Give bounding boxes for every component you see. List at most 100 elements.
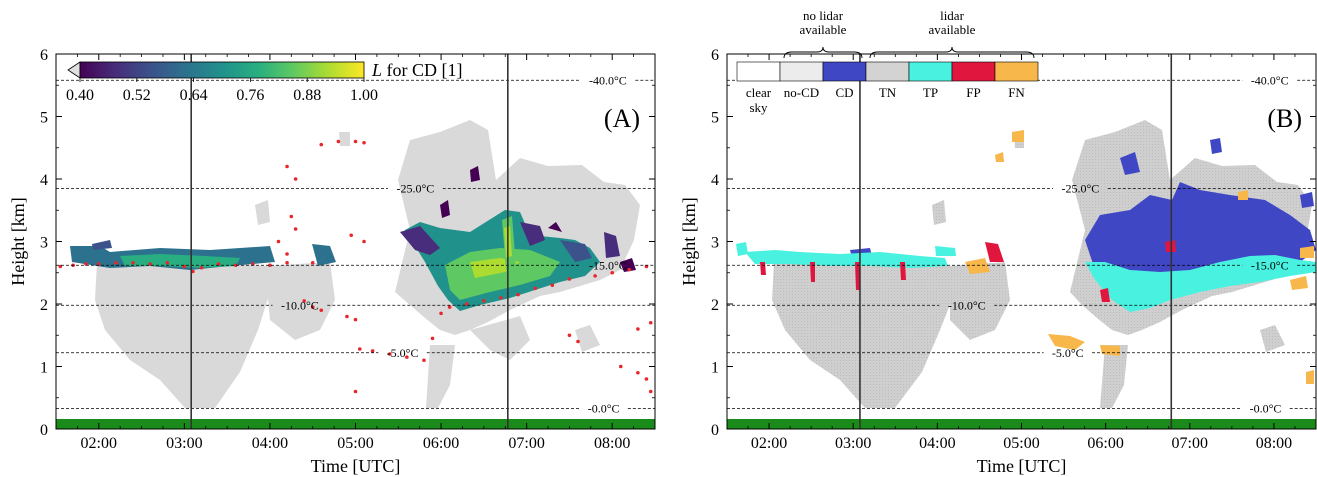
panel-b-label: (B) (1267, 104, 1302, 133)
colorbar-tick-label: 0.64 (180, 87, 208, 104)
colorbar-tick-label: 0.52 (123, 87, 151, 104)
panel-b-vertical-lines (859, 54, 1173, 429)
lidar-cloud-base-point (276, 239, 281, 244)
lidar-cloud-base-point (648, 320, 653, 325)
colorbar-ticks: 0.40 0.52 0.64 0.76 0.88 1.00 (66, 78, 378, 104)
lidar-cloud-base-point (362, 140, 366, 145)
x-tick-label: 03:00 (166, 435, 202, 452)
y-tick-label: 0 (40, 422, 48, 439)
y-tick-label: 4 (711, 172, 719, 189)
lidar-cloud-base-point (114, 260, 118, 265)
lidar-cloud-base-point (293, 227, 298, 231)
x-tick-label: 04:00 (252, 435, 288, 452)
x-tick-label: 05:00 (337, 435, 373, 452)
lidar-cloud-base-point (362, 239, 366, 244)
x-tick-label: 03:00 (835, 435, 871, 452)
x-tick-label: 06:00 (1087, 435, 1123, 452)
x-tick-label: 04:00 (919, 435, 955, 452)
legend-group-brace (869, 46, 1035, 59)
isotherm-label: -40.0°C (589, 73, 627, 87)
x-tick-label: 02:00 (81, 435, 117, 452)
legend-swatch-tn (865, 61, 910, 82)
y-axis-label: Height [km] (679, 197, 699, 285)
lidar-cloud-base-point (516, 292, 520, 297)
legend-swatch-clear-sky (736, 61, 781, 82)
lidar-cloud-base-point (405, 355, 409, 359)
lidar-cloud-base-point (310, 260, 315, 265)
lidar-cloud-base-point (285, 252, 289, 256)
y-tick-label: 5 (40, 110, 48, 127)
y-tick-label: 6 (711, 47, 719, 64)
panel-b-axes: 02:00 03:00 04:00 05:00 06:00 07:00 08:00 0 1 2 3 4… (679, 47, 1317, 476)
lidar-cloud-base-point (345, 314, 349, 319)
legend-label-fp: FP (966, 85, 980, 100)
legend-swatch-tp (908, 61, 953, 82)
isotherm-label: -10.0°C (948, 298, 986, 312)
lidar-cloud-base-point (353, 317, 358, 322)
lidar-cloud-base-point (618, 364, 623, 369)
x-axis-label: Time [UTC] (977, 456, 1067, 476)
lidar-cloud-base-point (199, 265, 204, 270)
panel-b-tp-regions (736, 242, 1316, 312)
lidar-cloud-base-point (310, 305, 315, 309)
lidar-cloud-base-point (422, 358, 426, 363)
lidar-cloud-base-point (430, 336, 435, 341)
x-tick-label: 08:00 (1256, 435, 1292, 452)
legend-label-cd: CD (835, 85, 853, 100)
y-tick-label: 1 (711, 360, 719, 377)
panel-b: -0.0°C -5.0°C -10.0°C -15.0°C -25.0°C -40.0°C… (679, 8, 1317, 476)
panel-a: -0.0°C -5.0°C -10.0°C -15.0°C -25.0°C -40.0°C… (8, 47, 656, 476)
isotherm-label: -0.0°C (588, 401, 620, 415)
lidar-cloud-base-point (439, 311, 443, 316)
isotherm-label: -15.0°C (589, 258, 627, 272)
legend-group-label: lidar (940, 8, 964, 23)
lidar-cloud-base-point (610, 270, 615, 275)
x-tick-label: 07:00 (1172, 435, 1208, 452)
x-tick-label: 07:00 (508, 435, 544, 452)
lidar-cloud-base-point (165, 260, 170, 265)
lidar-cloud-base-point (447, 305, 452, 309)
isotherm-label: -25.0°C (396, 181, 434, 195)
isotherm-label: -15.0°C (1251, 258, 1289, 272)
panel-a-vertical-lines (190, 54, 509, 429)
lidar-cloud-base-point (370, 349, 375, 353)
x-tick-label: 08:00 (594, 435, 630, 452)
lidar-cloud-base-point (648, 389, 653, 394)
legend-swatch-fp (951, 61, 996, 82)
x-tick-label: 05:00 (1003, 435, 1039, 452)
colorbar-tick-label: 0.88 (293, 87, 321, 104)
isotherm-label: -5.0°C (1052, 346, 1084, 360)
lidar-cloud-base-point (387, 352, 392, 356)
lidar-cloud-base-point (550, 283, 555, 288)
y-tick-label: 3 (711, 235, 719, 252)
y-tick-label: 4 (40, 172, 48, 189)
colorbar-extend-triangle (67, 61, 81, 79)
lidar-cloud-base-point (268, 263, 272, 268)
y-tick-label: 1 (40, 360, 48, 377)
isotherm-label: -0.0°C (1250, 401, 1282, 415)
colorbar-tick-label: 1.00 (350, 87, 378, 104)
lidar-cloud-base-point (636, 370, 640, 375)
panel-b-plot-area (727, 120, 1316, 429)
legend-swatch-cd (822, 61, 867, 82)
y-tick-label: 0 (711, 422, 719, 439)
y-tick-label: 5 (711, 110, 719, 127)
legend-group-label: available (800, 22, 847, 37)
legend-label-tn: TN (879, 85, 897, 100)
legend-swatch-fn (994, 61, 1039, 82)
lidar-cloud-base-point (285, 260, 289, 265)
colorbar-gradient (79, 61, 365, 79)
legend-swatch-no-cd (779, 61, 824, 82)
lidar-cloud-base-point (593, 274, 597, 278)
colorbar-tick-label: 0.76 (236, 87, 264, 104)
legend-label-clear-sky: clear (746, 85, 772, 100)
lidar-cloud-base-point (627, 267, 632, 272)
legend-label-tp: TP (923, 85, 938, 100)
y-tick-label: 2 (40, 297, 48, 314)
legend-label-no-cd: no-CD (784, 85, 819, 100)
legend-label-clear-sky: sky (749, 100, 768, 115)
panel-a-lidar-cloud-base (58, 139, 653, 394)
lidar-cloud-base-point (191, 269, 195, 274)
